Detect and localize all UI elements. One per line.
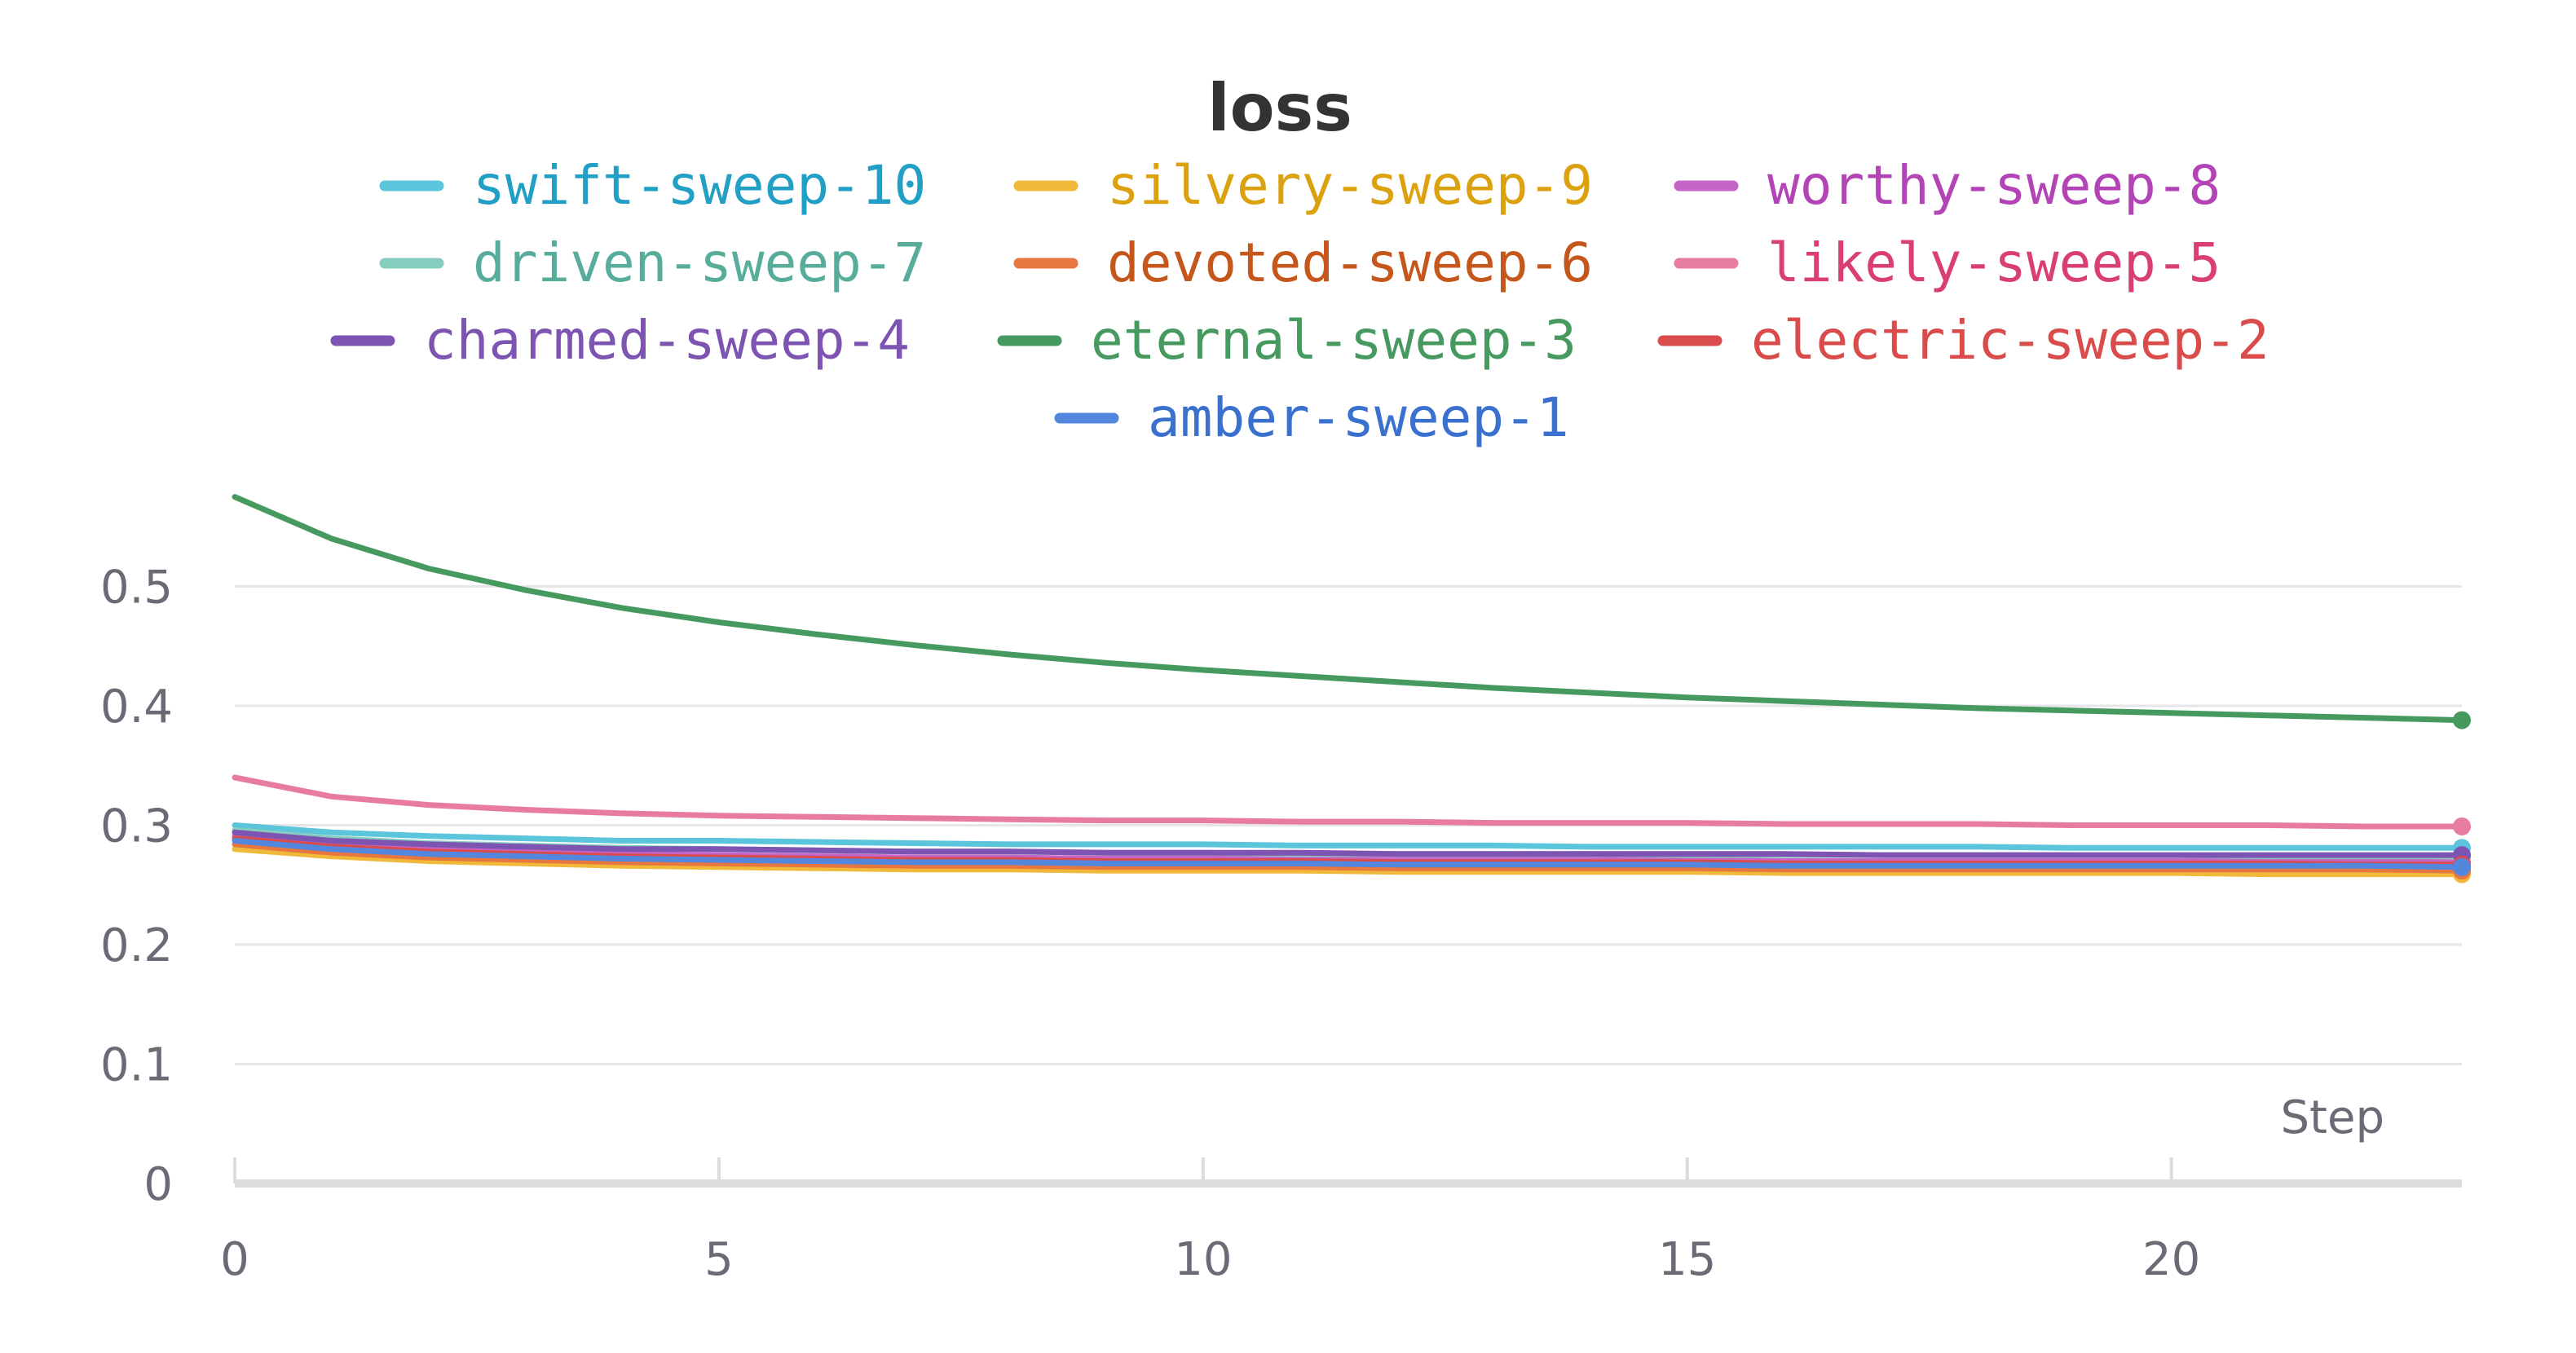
- end-marker-eternal-sweep-3: [2453, 711, 2471, 729]
- x-tick-label: 5: [704, 1233, 734, 1286]
- y-tick-label: 0.2: [100, 919, 173, 972]
- legend-label-likely-sweep-5: likely-sweep-5: [1767, 231, 2221, 294]
- y-tick-label: 0.1: [100, 1039, 173, 1092]
- series-line-eternal-sweep-3: [232, 494, 2465, 724]
- x-tick-label: 15: [1658, 1233, 1716, 1286]
- legend-label-worthy-sweep-8: worthy-sweep-8: [1767, 154, 2221, 217]
- legend-label-eternal-sweep-3: eternal-sweep-3: [1091, 309, 1577, 372]
- y-tick-label: 0.4: [100, 681, 173, 734]
- y-axis: 0 0.1 0.2 0.3 0.4 0.5: [100, 562, 173, 1212]
- series-line-likely-sweep-5: [232, 774, 2465, 830]
- x-tick-label: 10: [1174, 1233, 1232, 1286]
- legend-label-silvery-sweep-9: silvery-sweep-9: [1107, 154, 1593, 217]
- series-line-amber-sweep-1: [232, 838, 2465, 870]
- x-axis: 0 5 10 15 20: [220, 1157, 2462, 1286]
- legend-label-charmed-sweep-4: charmed-sweep-4: [424, 309, 910, 372]
- series-line-swift-sweep-10: [232, 822, 2465, 851]
- x-tick-label: 0: [220, 1233, 249, 1286]
- y-tick-label: 0: [143, 1158, 173, 1211]
- series-line-silvery-sweep-9: [232, 846, 2465, 878]
- end-marker-likely-sweep-5: [2453, 817, 2471, 835]
- y-tick-label: 0.5: [100, 562, 173, 615]
- x-axis-title: Step: [2280, 1091, 2384, 1144]
- end-marker-amber-sweep-1: [2453, 857, 2471, 876]
- legend: swift-sweep-10 silvery-sweep-9 worthy-swee…: [330, 154, 2269, 449]
- series-line-charmed-sweep-4: [232, 829, 2465, 858]
- y-tick-label: 0.3: [100, 800, 173, 853]
- legend-label-swift-sweep-10: swift-sweep-10: [473, 154, 926, 217]
- legend-label-driven-sweep-7: driven-sweep-7: [473, 231, 926, 294]
- series-line-devoted-sweep-6: [232, 841, 2465, 874]
- legend-label-electric-sweep-2: electric-sweep-2: [1751, 309, 2269, 372]
- chart-title: loss: [1207, 70, 1352, 146]
- x-tick-label: 20: [2142, 1233, 2200, 1286]
- legend-label-devoted-sweep-6: devoted-sweep-6: [1107, 231, 1593, 294]
- end-markers: [2453, 711, 2471, 884]
- series-lines: [232, 494, 2465, 878]
- legend-label-amber-sweep-1: amber-sweep-1: [1148, 386, 1569, 449]
